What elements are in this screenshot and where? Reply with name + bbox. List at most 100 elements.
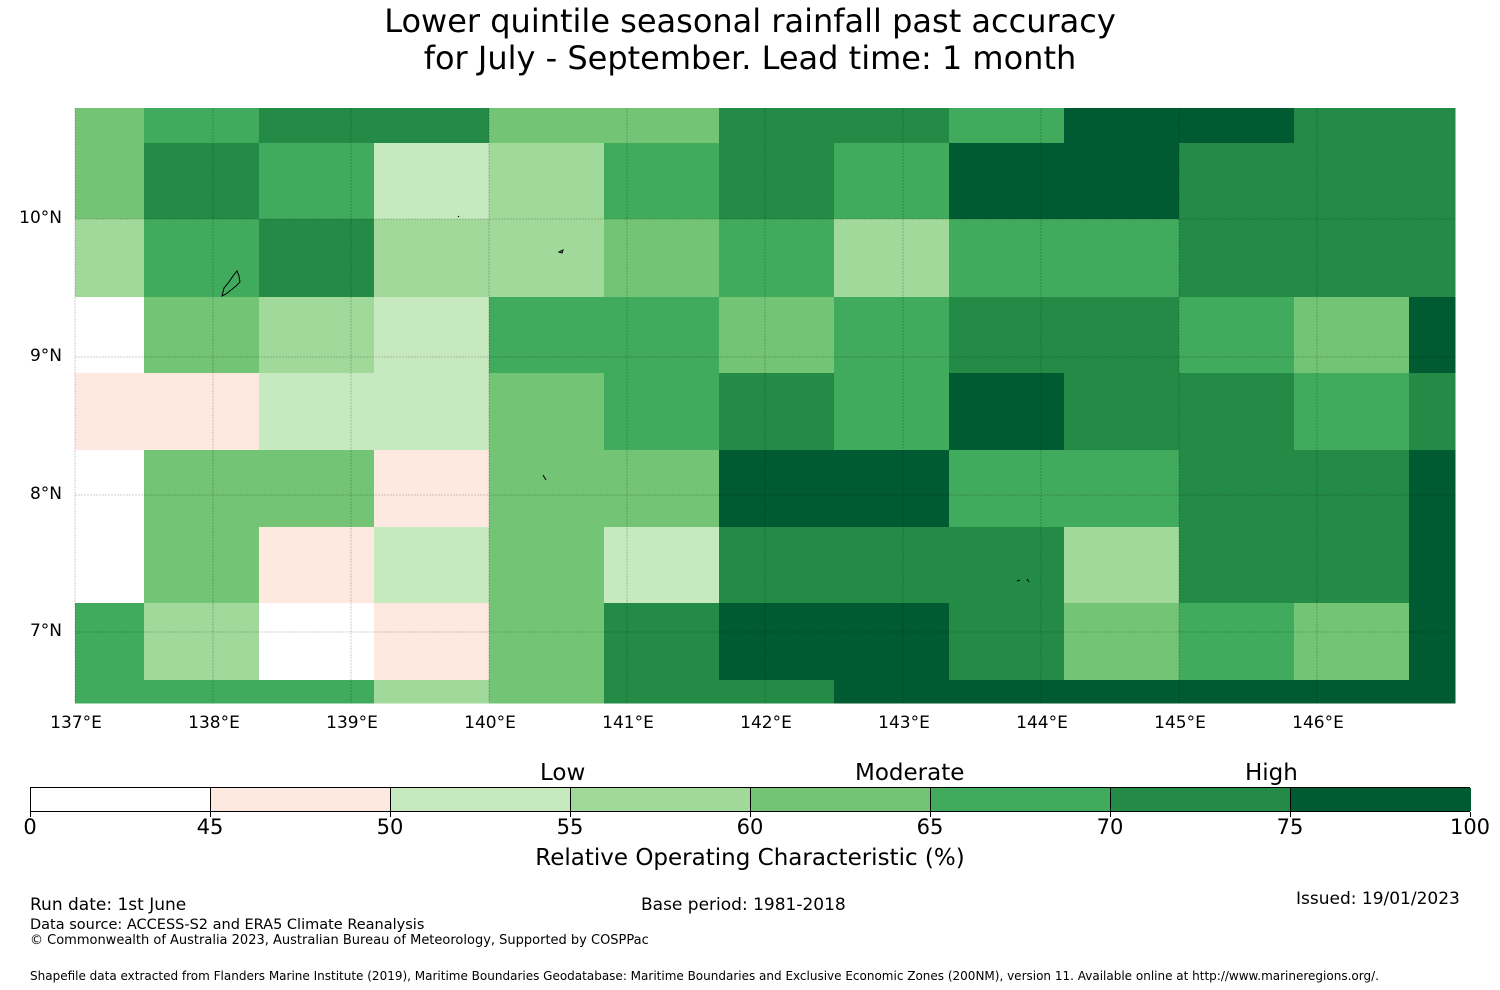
grid-cell — [719, 527, 835, 604]
grid-cell — [144, 373, 260, 451]
grid-cell — [75, 108, 145, 144]
grid-cell — [1064, 108, 1180, 144]
grid-cell — [604, 297, 720, 374]
grid-cell — [949, 527, 1065, 604]
map-title-line2: for July - September. Lead time: 1 month — [423, 39, 1077, 77]
grid-cell — [1294, 143, 1456, 220]
island-fais — [557, 249, 564, 254]
grid-cell — [75, 603, 145, 681]
grid-cell — [489, 219, 605, 298]
grid-cell — [1294, 527, 1410, 604]
category-high-label: High — [1245, 760, 1298, 786]
grid-cell — [374, 373, 490, 451]
grid-cell — [489, 108, 605, 144]
colorbar-tick-label: 65 — [916, 815, 944, 839]
colorbar-tick-label: 100 — [1449, 815, 1491, 839]
map-title-line1: Lower quintile seasonal rainfall past ac… — [384, 2, 1116, 40]
grid-cell — [1179, 143, 1295, 220]
colorbar-segment — [31, 788, 211, 811]
grid-cell — [1179, 680, 1295, 704]
grid-cell — [75, 527, 145, 604]
grid-cell — [719, 603, 835, 681]
grid-cell — [489, 680, 605, 704]
grid-cell — [1294, 603, 1410, 681]
grid-cell — [259, 219, 375, 298]
lon-label-137e: 137°E — [50, 713, 102, 733]
colorbar-tick — [1290, 812, 1291, 817]
grid-cell — [1064, 219, 1180, 298]
grid-cell — [374, 143, 490, 220]
grid-cell — [949, 143, 1065, 220]
island-outlines — [221, 215, 1030, 583]
issued-date: Issued: 19/01/2023 — [1296, 889, 1460, 909]
category-low-label: Low — [540, 760, 586, 786]
grid-cell — [834, 143, 950, 220]
grid-cell — [604, 143, 720, 220]
grid-cell — [719, 680, 835, 704]
colorbar-tick — [930, 812, 931, 817]
grid-cell — [719, 143, 835, 220]
colorbar-tick-label: 60 — [736, 815, 764, 839]
grid-cell — [1409, 680, 1456, 704]
grid-cell — [1294, 680, 1410, 704]
grid-cell — [259, 373, 375, 451]
grid-cell — [144, 219, 260, 298]
colorbar-segment — [211, 788, 391, 811]
grid-cell — [604, 603, 720, 681]
grid-cell — [75, 219, 145, 298]
base-period: Base period: 1981-2018 — [641, 895, 846, 915]
grid-cell — [604, 527, 720, 604]
grid-cell — [489, 450, 605, 528]
grid-cell — [604, 108, 720, 144]
lon-label-146e: 146°E — [1292, 713, 1344, 733]
grid-cell — [834, 603, 950, 681]
colorbar-tick — [390, 812, 391, 817]
grid-cell — [834, 373, 950, 451]
grid-cell — [489, 527, 605, 604]
grid-cell — [1064, 527, 1180, 604]
grid-cell — [1064, 680, 1180, 704]
grid-cell — [1064, 297, 1180, 374]
grid-cell — [834, 297, 950, 374]
lon-label-138e: 138°E — [188, 713, 240, 733]
grid-cell — [949, 680, 1065, 704]
grid-cell — [144, 297, 260, 374]
lat-label-8n: 8°N — [29, 484, 62, 504]
colorbar-segment — [391, 788, 571, 811]
grid-cell — [1179, 450, 1295, 528]
grid-cell — [489, 143, 605, 220]
grid-cell — [1179, 219, 1295, 298]
lat-label-9n: 9°N — [29, 346, 62, 366]
grid-cell — [259, 527, 375, 604]
grid-cell — [949, 219, 1065, 298]
grid-cell — [1294, 297, 1410, 374]
grid-cell — [259, 603, 375, 681]
grid-cell — [1179, 373, 1295, 451]
grid-cell — [834, 527, 950, 604]
grid-cell — [1064, 603, 1180, 681]
grid-cell — [834, 450, 950, 528]
colorbar-tick — [210, 812, 211, 817]
grid-cell — [604, 373, 720, 451]
colorbar-tick — [1470, 812, 1471, 817]
colorbar-tick — [30, 812, 31, 817]
colorbar-segment — [931, 788, 1111, 811]
roc-colorbar — [30, 787, 1471, 812]
grid-cell — [1064, 450, 1180, 528]
grid-cell — [75, 450, 145, 528]
grid-cell — [949, 373, 1065, 451]
grid-cell — [259, 108, 375, 144]
grid-cell — [489, 297, 605, 374]
grid-cell — [489, 373, 605, 451]
grid-cell — [374, 603, 490, 681]
copyright: © Commonwealth of Australia 2023, Austra… — [30, 933, 649, 948]
grid-cell — [259, 143, 375, 220]
run-date: Run date: 1st June — [30, 895, 187, 915]
grid-cell — [1294, 373, 1410, 451]
colorbar-tick-label: 50 — [376, 815, 404, 839]
colorbar-segment — [1111, 788, 1291, 811]
grid-cell — [719, 373, 835, 451]
grid-cell — [1179, 297, 1295, 374]
grid-cell — [144, 143, 260, 220]
